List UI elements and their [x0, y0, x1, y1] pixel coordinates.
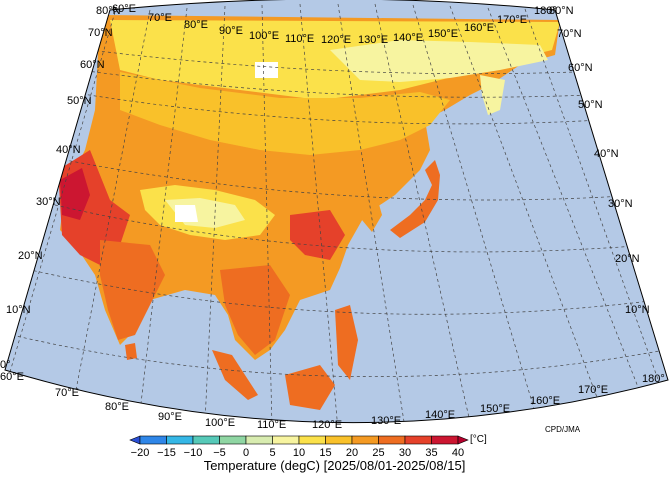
lon-label-bottom: 140°E [425, 409, 455, 421]
lon-label-bottom: 170°E [578, 384, 608, 396]
colorbar-tick-label: 15 [319, 447, 331, 459]
lon-label-bottom: 70°E [55, 387, 79, 399]
land-se-asia [220, 265, 290, 355]
credit-label: CPD/JMA [545, 425, 581, 434]
lon-label-top: 70°E [148, 12, 172, 24]
lon-label-bottom: 100°E [205, 417, 235, 429]
land-sumatra [212, 350, 258, 400]
lon-label-bottom: 60°E [0, 371, 24, 383]
lat-label-left: 60°N [80, 59, 105, 71]
lat-label-left: 80°N [96, 5, 121, 17]
colorbar-tick-label: 40 [452, 447, 464, 459]
colorbar-bin [192, 435, 220, 445]
land-temperature-field [58, 15, 560, 410]
colorbar-tick-label: 20 [346, 447, 358, 459]
colorbar-tick-label: 0 [243, 447, 249, 459]
lat-label-left: 70°N [88, 27, 113, 39]
colorbar-bin [272, 435, 300, 445]
land-borneo [285, 365, 335, 410]
lon-label-top: 120°E [321, 34, 351, 46]
lat-label-right: 20°N [615, 253, 640, 265]
lat-labels-right: 10°N 20°N 30°N 40°N 50°N 60°N 70°N 80°N [549, 5, 650, 316]
colorbar-bin [351, 435, 379, 445]
colorbar-tick-label: 30 [399, 447, 411, 459]
colorbar-bin [378, 435, 406, 445]
lon-label-bottom: 130°E [371, 415, 401, 427]
colorbar-tick-label: 10 [293, 447, 305, 459]
land-philippines [335, 305, 358, 380]
lon-label-top: 80°E [184, 19, 208, 31]
missing-data-patch-north [255, 62, 278, 78]
lat-label-right: 40°N [594, 148, 619, 160]
colorbar: −20 −15 −10 −5 0 5 10 15 20 25 30 35 40 [129, 435, 469, 459]
colorbar-bin [298, 435, 326, 445]
colorbar-bin [139, 435, 167, 445]
land-siberia-cool [110, 20, 560, 100]
lon-label-top: 170°E [497, 14, 527, 26]
lon-label-top: 90°E [219, 25, 243, 37]
lon-labels-bottom: 60°E 70°E 80°E 90°E 100°E 110°E 120°E 13… [0, 371, 665, 431]
lon-labels-top: 60°E 70°E 80°E 90°E 100°E 110°E 120°E 13… [112, 3, 557, 46]
missing-data-patch [175, 205, 198, 222]
lat-label-right: 80°N [549, 5, 574, 17]
land-midlat [120, 72, 450, 155]
colorbar-bin [431, 435, 459, 445]
lon-label-bottom: 160°E [530, 395, 560, 407]
lon-label-top: 160°E [464, 22, 494, 34]
land-china-hot [290, 210, 345, 260]
colorbar-tick-label: 35 [425, 447, 437, 459]
lon-label-top: 110°E [285, 33, 314, 45]
lat-label-left: 30°N [36, 196, 61, 208]
lon-label-top: 140°E [393, 32, 423, 44]
lat-label-left: 10°N [6, 304, 31, 316]
lat-label-right: 70°N [557, 28, 582, 40]
lat-label-right: 10°N [625, 304, 650, 316]
lon-label-top: 100°E [249, 30, 279, 42]
colorbar-bin [325, 435, 353, 445]
graticule [9, 3, 666, 423]
map-frame [4, 0, 669, 424]
colorbar-tick-label: −15 [157, 447, 176, 459]
land-japan [390, 160, 440, 238]
land-korea [360, 190, 382, 232]
lon-label-bottom: 180° [642, 373, 665, 385]
colorbar-bin [404, 435, 432, 445]
lon-label-top: 180° [534, 5, 557, 17]
colorbar-min-arrow [129, 435, 141, 445]
lat-label-left: 20°N [18, 250, 43, 262]
lat-labels-left: 0° 10°N 20°N 30°N 40°N 50°N 60°N 70°N 80… [0, 5, 121, 371]
lon-label-bottom: 90°E [158, 411, 182, 423]
land-arctic-coast [330, 40, 548, 82]
lon-label-bottom: 80°E [105, 401, 129, 413]
land-hot-core [60, 168, 90, 220]
land-india [100, 240, 165, 340]
lat-label-right: 30°N [608, 198, 633, 210]
land-kamchatka [480, 75, 505, 115]
colorbar-tick-label: 25 [372, 447, 384, 459]
lon-label-bottom: 120°E [312, 419, 342, 431]
lat-label-left: 40°N [56, 144, 81, 156]
colorbar-unit: [°C] [470, 434, 487, 445]
colorbar-tick-label: −5 [213, 447, 226, 459]
land-sri-lanka [125, 343, 137, 360]
lon-label-top: 60°E [112, 3, 136, 15]
lat-label-right: 50°N [578, 99, 603, 111]
colorbar-tick-label: −20 [131, 447, 150, 459]
colorbar-tick-label: 5 [269, 447, 275, 459]
lat-label-left: 50°N [67, 95, 92, 107]
colorbar-max-arrow [457, 435, 469, 445]
lon-label-bottom: 110°E [257, 419, 286, 431]
map-caption: Temperature (degC) [2025/08/01-2025/08/1… [203, 458, 466, 473]
colorbar-bin [219, 435, 247, 445]
lon-label-bottom: 150°E [480, 403, 510, 415]
lon-label-top: 130°E [358, 34, 388, 46]
lat-label-left: 0° [0, 359, 11, 371]
colorbar-tick-label: −10 [184, 447, 203, 459]
lat-label-right: 60°N [568, 62, 593, 74]
colorbar-bin [245, 435, 273, 445]
colorbar-bin [166, 435, 194, 445]
lon-label-top: 150°E [428, 28, 458, 40]
